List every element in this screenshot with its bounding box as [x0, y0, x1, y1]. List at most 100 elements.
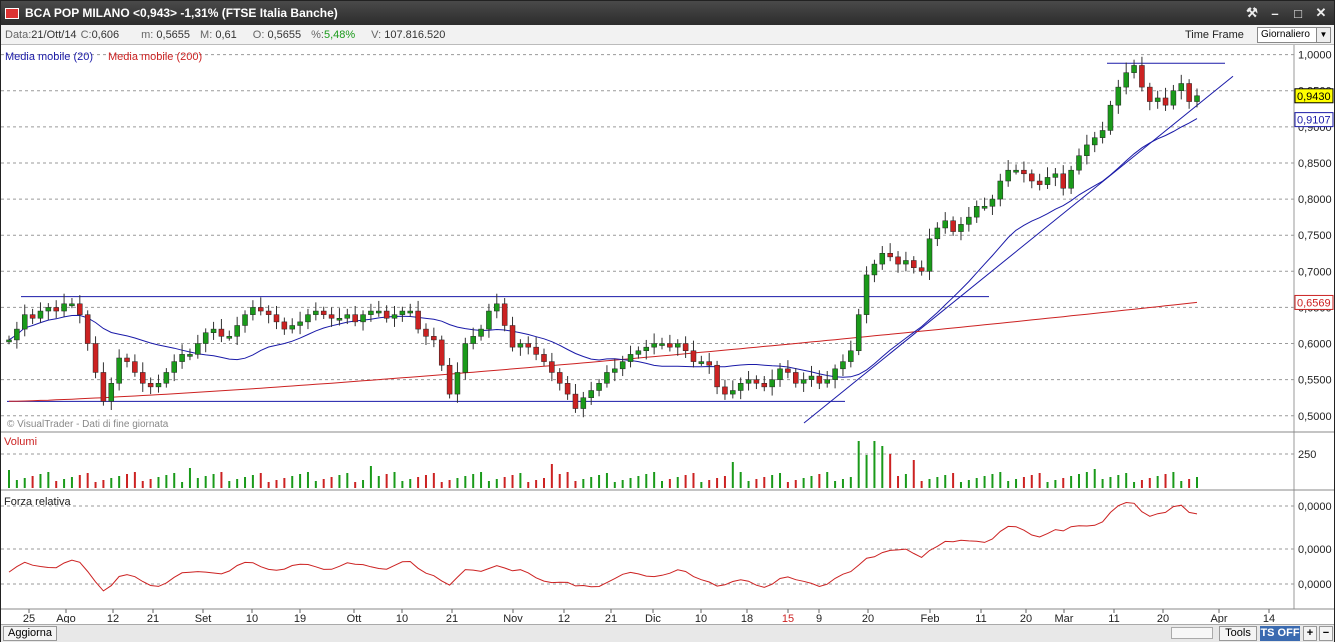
- volume-bar: [574, 481, 577, 488]
- candle-body: [997, 180, 1004, 200]
- pct-label: %:: [311, 28, 324, 41]
- ts-off-button[interactable]: TS OFF: [1260, 626, 1300, 641]
- timeframe-select[interactable]: Giornaliero ▼: [1257, 27, 1331, 43]
- x-tick-label: 10: [246, 613, 258, 623]
- volume-bar: [1196, 477, 1198, 488]
- x-tick-label: Dic: [645, 613, 661, 623]
- minimize-icon[interactable]: –: [1271, 5, 1279, 21]
- volume-bar: [1007, 481, 1010, 488]
- candle-body: [761, 383, 768, 388]
- volume-bar: [676, 477, 679, 488]
- price-tick-label: 0,7500: [1298, 230, 1332, 242]
- volume-bar: [409, 479, 412, 488]
- candle-body: [328, 314, 335, 319]
- candle-body: [14, 328, 20, 341]
- zoom-in-button[interactable]: +: [1303, 626, 1317, 641]
- candle-body: [1147, 86, 1153, 102]
- volume-bar: [1070, 476, 1073, 488]
- x-tick-label: 12: [107, 613, 119, 623]
- app-icon: [5, 7, 19, 19]
- candle-body: [934, 227, 941, 240]
- candle-body: [155, 383, 162, 388]
- volume-bar: [755, 479, 758, 488]
- volume-bar: [889, 454, 892, 488]
- candle-body: [1044, 177, 1051, 185]
- x-tick-label: 20: [862, 613, 874, 623]
- volume-bar: [920, 481, 923, 488]
- volume-bar: [1077, 474, 1080, 488]
- volume-bar: [283, 478, 286, 488]
- volume-bar: [314, 481, 317, 488]
- volume-bar: [86, 473, 89, 488]
- zoom-out-button[interactable]: −: [1319, 626, 1333, 641]
- volume-value: 107.816.520: [384, 28, 446, 41]
- candle-body: [863, 274, 870, 315]
- aggiorna-button[interactable]: Aggiorna: [3, 626, 58, 641]
- candle-body: [226, 336, 233, 339]
- candle-body: [1131, 65, 1137, 73]
- candle-body: [297, 321, 303, 326]
- volume-bar: [495, 479, 498, 488]
- x-tick-label: 10: [695, 613, 707, 623]
- candle-body: [313, 310, 319, 315]
- candle-body: [722, 386, 728, 395]
- volume-bar: [31, 476, 34, 488]
- candle-body: [1068, 169, 1074, 189]
- ma200-line: [8, 301, 1198, 402]
- volume-bar: [873, 441, 876, 488]
- candle-body: [202, 332, 209, 344]
- maximize-icon[interactable]: □: [1294, 5, 1302, 21]
- volume-bar: [141, 481, 144, 488]
- volume-bar: [598, 475, 601, 488]
- x-tick-label: Nov: [503, 613, 523, 623]
- volume-bar: [440, 482, 443, 488]
- volume-bar: [23, 478, 26, 488]
- volume-panel-label: Volumi: [4, 436, 37, 448]
- candle-body: [383, 310, 390, 319]
- close-icon[interactable]: ✕: [1315, 5, 1327, 20]
- volume-bar: [1188, 479, 1191, 488]
- tools-button[interactable]: Tools: [1219, 626, 1257, 641]
- volume-bar: [1164, 474, 1167, 488]
- volume-bar: [393, 472, 396, 488]
- volume-bar: [1140, 480, 1143, 488]
- price-tick-label: 0,6000: [1298, 339, 1332, 351]
- candle-body: [800, 379, 807, 384]
- candle-body: [187, 354, 193, 357]
- volume-bar: [661, 481, 664, 488]
- candle-body: [1021, 169, 1027, 175]
- chevron-down-icon[interactable]: ▼: [1316, 28, 1330, 42]
- volume-bar: [204, 476, 207, 488]
- volume-bar: [802, 478, 805, 488]
- volume-bar: [299, 474, 302, 488]
- candle-body: [911, 260, 917, 268]
- x-tick-label: Set: [195, 613, 212, 623]
- rs-tick-label: 0,0000: [1298, 544, 1332, 556]
- ma20-path: [8, 118, 1198, 378]
- candle-body: [352, 314, 358, 323]
- volume-bar: [1101, 479, 1104, 488]
- candle-body: [399, 310, 406, 315]
- volume-bar: [8, 470, 10, 488]
- candle-body: [376, 310, 382, 314]
- volume-bars: [8, 441, 1198, 488]
- candle-body: [989, 198, 996, 207]
- chart-area[interactable]: 1,00000,95000,90000,85000,80000,75000,70…: [1, 45, 1334, 623]
- volume-bar: [944, 475, 947, 488]
- volume-bar: [558, 474, 561, 488]
- tools-icon[interactable]: ⚒: [1246, 5, 1258, 20]
- volume-bar: [448, 480, 451, 488]
- candle-body: [698, 361, 705, 364]
- volume-bar: [1133, 482, 1136, 488]
- candle-body: [824, 379, 830, 384]
- volume-bar: [637, 476, 640, 488]
- volume-bar: [1172, 472, 1175, 488]
- x-tick-label: 21: [446, 613, 458, 623]
- price-tick-label: 0,7000: [1298, 266, 1332, 278]
- candle-body: [470, 336, 476, 344]
- volume-bar: [188, 468, 191, 488]
- volume-bar: [149, 479, 152, 488]
- horizontal-scrollbar[interactable]: [1171, 627, 1213, 639]
- high-label: M:: [200, 28, 213, 41]
- volume-bar: [432, 473, 435, 488]
